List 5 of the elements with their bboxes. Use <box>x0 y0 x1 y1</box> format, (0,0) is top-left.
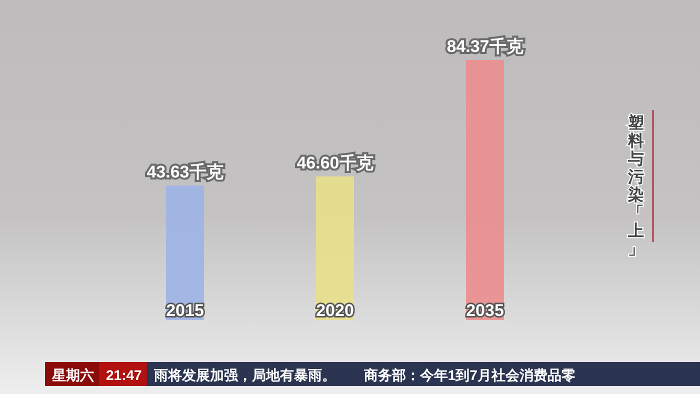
annotation: 雨将发展加强，局地有暴雨。 <box>154 367 336 383</box>
annotation: 商务部：今年1到7月社会消费品零 <box>364 367 576 383</box>
annotation: 星期六 <box>52 367 94 383</box>
annotation: 塑料与污染「上」 <box>628 115 644 258</box>
annotation: 21:47 <box>106 367 142 383</box>
